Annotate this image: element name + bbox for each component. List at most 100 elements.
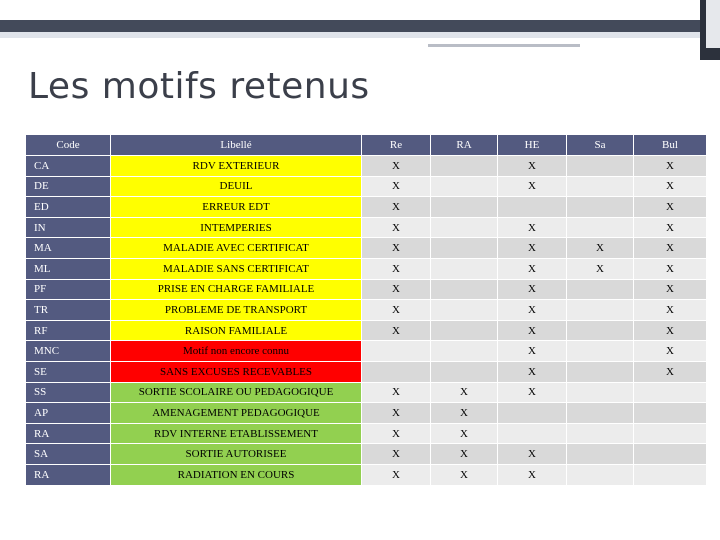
cell-bul: X [633,196,707,218]
cell-sa [566,216,634,239]
cell-label: RAISON FAMILIALE [110,319,362,342]
cell-he: X [497,216,567,239]
cell-sa [566,443,634,465]
cell-label: PROBLEME DE TRANSPORT [110,299,362,321]
header-ra: RA [430,134,498,156]
cell-code: SE [25,360,111,383]
cell-he: X [497,155,567,177]
cell-sa [566,278,634,301]
cell-sa [566,175,634,198]
cell-bul: X [633,237,707,259]
cell-re: X [361,422,431,445]
table-row: SE SANS EXCUSES RECEVABLES X X [25,360,707,383]
cell-label: PRISE EN CHARGE FAMILIALE [110,278,362,301]
cell-ra: X [430,443,498,465]
cell-re: X [361,463,431,486]
cell-label: DEUIL [110,175,362,198]
header-libelle: Libellé [110,134,362,156]
header-re: Re [361,134,431,156]
cell-sa [566,381,634,404]
cell-re: X [361,319,431,342]
cell-ra [430,196,498,218]
table-row: DE DEUIL X X X [25,175,707,198]
cell-ra: X [430,381,498,404]
cell-ra [430,216,498,239]
cell-re: X [361,402,431,424]
cell-re: X [361,299,431,321]
cell-bul: X [633,175,707,198]
table-row: MNC Motif non encore connu X X [25,340,707,362]
cell-he: X [497,360,567,383]
cell-label: MALADIE AVEC CERTIFICAT [110,237,362,259]
cell-bul: X [633,360,707,383]
cell-he: X [497,257,567,280]
cell-he: X [497,299,567,321]
cell-bul [633,463,707,486]
cell-sa [566,422,634,445]
cell-bul [633,443,707,465]
cell-ra: X [430,402,498,424]
cell-sa [566,340,634,362]
cell-sa [566,299,634,321]
cell-he: X [497,443,567,465]
cell-ra: X [430,422,498,445]
cell-he: X [497,175,567,198]
cell-code: SA [25,443,111,465]
cell-code: AP [25,402,111,424]
cell-bul: X [633,257,707,280]
cell-bul: X [633,319,707,342]
cell-re: X [361,257,431,280]
cell-code: TR [25,299,111,321]
cell-label: SANS EXCUSES RECEVABLES [110,360,362,383]
header-band-light [0,32,700,38]
header-sa: Sa [566,134,634,156]
cell-code: ED [25,196,111,218]
table-row: ED ERREUR EDT X X [25,196,707,218]
cell-bul: X [633,340,707,362]
table-row: TR PROBLEME DE TRANSPORT X X X [25,299,707,321]
cell-code: MNC [25,340,111,362]
header-code: Code [25,134,111,156]
cell-sa [566,463,634,486]
cell-code: RA [25,463,111,486]
cell-bul: X [633,155,707,177]
cell-sa [566,155,634,177]
cell-re: X [361,278,431,301]
cell-bul [633,381,707,404]
table-row: RA RDV INTERNE ETABLISSEMENT X X [25,422,707,445]
slide-title: Les motifs retenus [28,66,370,107]
cell-label: SORTIE SCOLAIRE OU PEDAGOGIQUE [110,381,362,404]
header-bul: Bul [633,134,707,156]
table-row: AP AMENAGEMENT PEDAGOGIQUE X X [25,402,707,424]
cell-ra [430,340,498,362]
cell-label: RDV EXTERIEUR [110,155,362,177]
cell-re: X [361,155,431,177]
cell-bul: X [633,299,707,321]
cell-re: X [361,216,431,239]
table-row: PF PRISE EN CHARGE FAMILIALE X X X [25,278,707,301]
cell-code: ML [25,257,111,280]
cell-label: AMENAGEMENT PEDAGOGIQUE [110,402,362,424]
table-body: CA RDV EXTERIEUR X X X DE DEUIL X X X ED ERREUR EDT… [25,155,707,486]
cell-code: MA [25,237,111,259]
cell-re: X [361,237,431,259]
cell-label: RADIATION EN COURS [110,463,362,486]
cell-code: DE [25,175,111,198]
cell-code: RF [25,319,111,342]
table-row: IN INTEMPERIES X X X [25,216,707,239]
table-row: RF RAISON FAMILIALE X X X [25,319,707,342]
cell-label: Motif non encore connu [110,340,362,362]
cell-bul [633,422,707,445]
cell-ra [430,319,498,342]
header-accent-line [428,44,580,47]
cell-bul: X [633,216,707,239]
cell-ra [430,155,498,177]
cell-code: CA [25,155,111,177]
header-he: HE [497,134,567,156]
cell-he: X [497,278,567,301]
motifs-table: Code Libellé Re RA HE Sa Bul CA RDV EXTER… [25,134,707,486]
cell-label: MALADIE SANS CERTIFICAT [110,257,362,280]
corner-block-light [706,0,720,48]
cell-code: IN [25,216,111,239]
cell-code: PF [25,278,111,301]
